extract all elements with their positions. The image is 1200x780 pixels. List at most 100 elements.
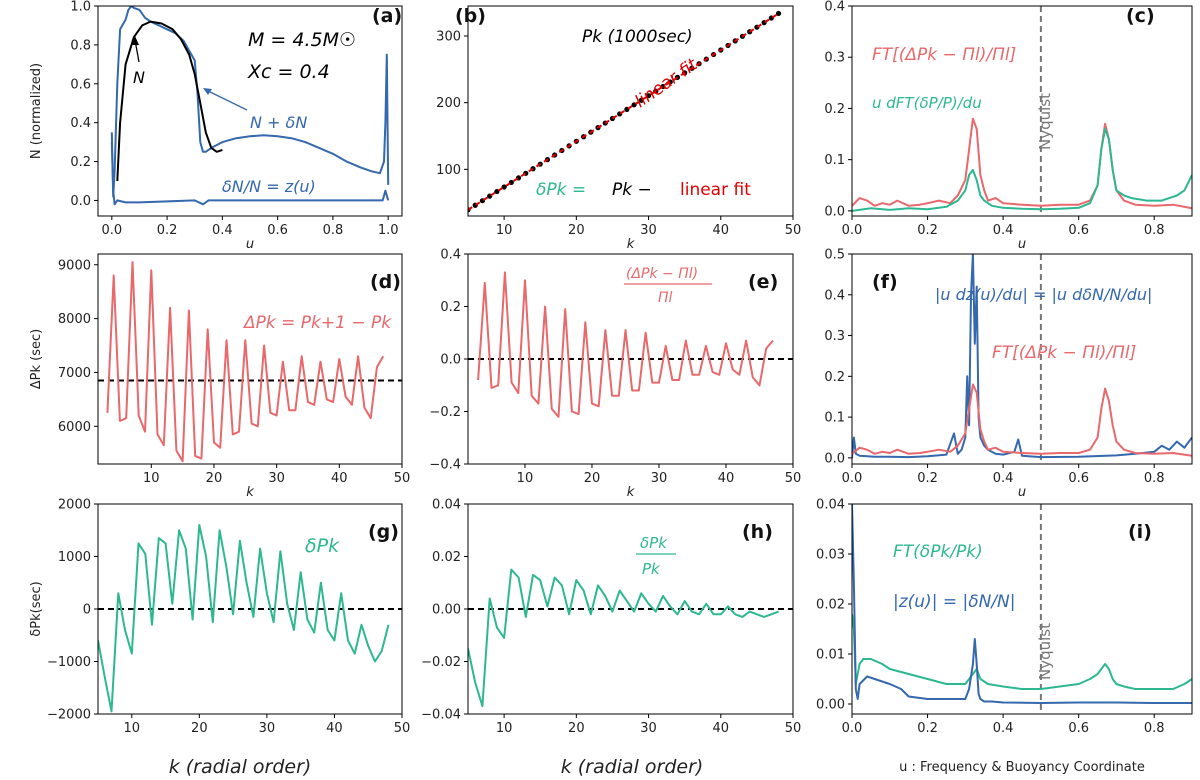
y-tick-label: 0.03 (816, 548, 845, 563)
panel-g: (g) δPk (305, 521, 399, 557)
y-tick-label: −2000 (47, 708, 91, 723)
x-tick-label: 0.6 (267, 223, 288, 238)
panel-i-label: (i) (1128, 521, 1152, 543)
x-tick-label: 30 (640, 223, 657, 238)
y-tick-label: 100 (436, 163, 461, 178)
x-tick-label: 0.8 (323, 223, 344, 238)
y-tick-label: 200 (436, 96, 461, 111)
nyquist-label-c: Nyquist (1036, 93, 1054, 150)
pk-point (638, 97, 644, 103)
series-line-c-1 (852, 127, 1192, 212)
x-tick-label: 40 (713, 223, 730, 238)
x-tick-label: 10 (124, 721, 141, 736)
x-tick-label: 50 (785, 223, 802, 238)
series-line-c-0 (852, 117, 1192, 210)
chart-f: 0.0 0.2 0.4 0.6 0.8 0.0 0.1 0.2 0.3 0.4 0.5 u (824, 248, 1193, 500)
y-tick-label: 0.02 (432, 550, 461, 565)
plot-area-i (852, 504, 1192, 714)
series-line-b-1 (468, 12, 780, 211)
x-tick-label: 0.2 (917, 471, 938, 486)
bottom-label-left: k (radial order) (169, 756, 312, 778)
y-tick-label: −0.04 (421, 708, 461, 723)
series-line-e-0 (477, 271, 774, 418)
x-tick-label: 0.8 (1144, 721, 1165, 736)
x-tick-label: 40 (713, 721, 730, 736)
panel-h: (h) δPk Pk (636, 521, 773, 578)
plot-area-h (468, 568, 793, 708)
y-tick-label: −0.2 (429, 405, 461, 420)
x-tick-label: 0.2 (157, 223, 178, 238)
y-tick-label: 0.1 (824, 411, 845, 426)
x-axis-label-b: k (627, 237, 635, 252)
plot-area-f (852, 254, 1192, 464)
panel-e-label: (e) (748, 271, 778, 293)
plot-area-g (98, 524, 402, 713)
y-tick-label: 0.2 (70, 155, 91, 170)
panel-h-label: (h) (742, 521, 773, 543)
series-line-a-1 (116, 20, 223, 182)
panel-b-label: (b) (455, 5, 486, 27)
panel-c: (c) FT[(ΔPk − Πl)/Πl] u dFT(δP/P)/du Nyq… (872, 5, 1155, 150)
panel-f: (f) |u dz(u)/du| = |u dδN/N/du| FT[(ΔPk … (872, 271, 1152, 363)
x-tick-label: 0.2 (917, 223, 938, 238)
ft-annotation-i: FT(δPk/Pk) (893, 542, 983, 562)
y-tick-label: −0.4 (429, 458, 461, 473)
x-tick-label: 0.4 (993, 223, 1014, 238)
chart-b: 10 20 30 40 50 100 200 300 k (436, 5, 802, 252)
ft-annotation-f: FT[(ΔPk − Πl)/Πl] (992, 343, 1136, 363)
x-tick-label: 0.6 (1068, 471, 1089, 486)
x-tick-label: 20 (191, 721, 208, 736)
dn-label: δN/N = z(u) (222, 177, 316, 196)
x-axis-label-d: k (246, 485, 254, 500)
dpk-fit: linear fit (680, 180, 751, 200)
x-tick-label: 0.4 (993, 471, 1014, 486)
x-tick-label: 50 (394, 721, 411, 736)
x-tick-label: 0.4 (993, 721, 1014, 736)
y-tick-label: 0.1 (824, 153, 845, 168)
x-tick-label: 30 (259, 721, 276, 736)
ft-annotation-c: FT[(ΔPk − Πl)/Πl] (872, 45, 1016, 65)
udft-annotation: u dFT(δP/P)/du (872, 94, 982, 112)
x-tick-label: 30 (651, 471, 668, 486)
y-tick-label: 0.4 (824, 0, 845, 15)
x-tick-label: 10 (496, 721, 513, 736)
panel-d: (d) ΔPk = Pk+1 − Pk (242, 271, 401, 333)
panel-i: (i) FT(δPk/Pk) |z(u)| = |δN/N| Nyquist (893, 521, 1152, 680)
y-tick-label: 0.5 (824, 248, 845, 263)
axes-frame-a (97, 5, 403, 217)
x-tick-label: 50 (785, 721, 802, 736)
y-tick-label: 0.0 (824, 204, 845, 219)
x-tick-label: 0.0 (842, 471, 863, 486)
y-tick-label: 0.0 (440, 353, 461, 368)
y-tick-label: −1000 (47, 655, 91, 670)
series-line-h-0 (468, 568, 779, 708)
frac-den-e: Πl (658, 290, 673, 306)
y-tick-label: 7000 (58, 366, 91, 381)
n-arrowhead (131, 36, 139, 45)
y-axis-label-g: δPk(sec) (29, 581, 44, 636)
mass-annotation: M = 4.5M☉ (248, 29, 356, 51)
axes-frame-b (467, 5, 794, 217)
panel-d-label: (d) (370, 271, 401, 293)
frac-den-h: Pk (642, 560, 661, 578)
xc-annotation: Xc = 0.4 (247, 61, 330, 83)
series-line-a-0 (110, 6, 390, 198)
chart-e: 10 20 30 40 50 −0.4 −0.2 0.0 0.2 0.4 k (429, 248, 801, 501)
x-tick-label: 0.8 (1144, 471, 1165, 486)
dpk-g-annotation: δPk (305, 535, 340, 557)
x-axis-label-f: u (1018, 485, 1026, 500)
x-axis-label-a: u (246, 237, 254, 252)
panel-g-label: (g) (368, 521, 399, 543)
y-tick-label: −0.02 (421, 655, 461, 670)
y-tick-label: 0.0 (70, 194, 91, 209)
axes-frame-d (97, 253, 403, 465)
y-tick-label: 6000 (58, 420, 91, 435)
fit-annotation: linear fit (631, 54, 702, 112)
x-tick-label: 40 (326, 721, 343, 736)
y-tick-label: 0.8 (70, 38, 91, 53)
x-tick-label: 0.6 (1068, 721, 1089, 736)
x-tick-label: 50 (394, 471, 411, 486)
series-line-g-0 (98, 524, 390, 713)
plot-area-a (110, 6, 390, 206)
dpk-def-annotation: ΔPk = Pk+1 − Pk (242, 313, 392, 333)
